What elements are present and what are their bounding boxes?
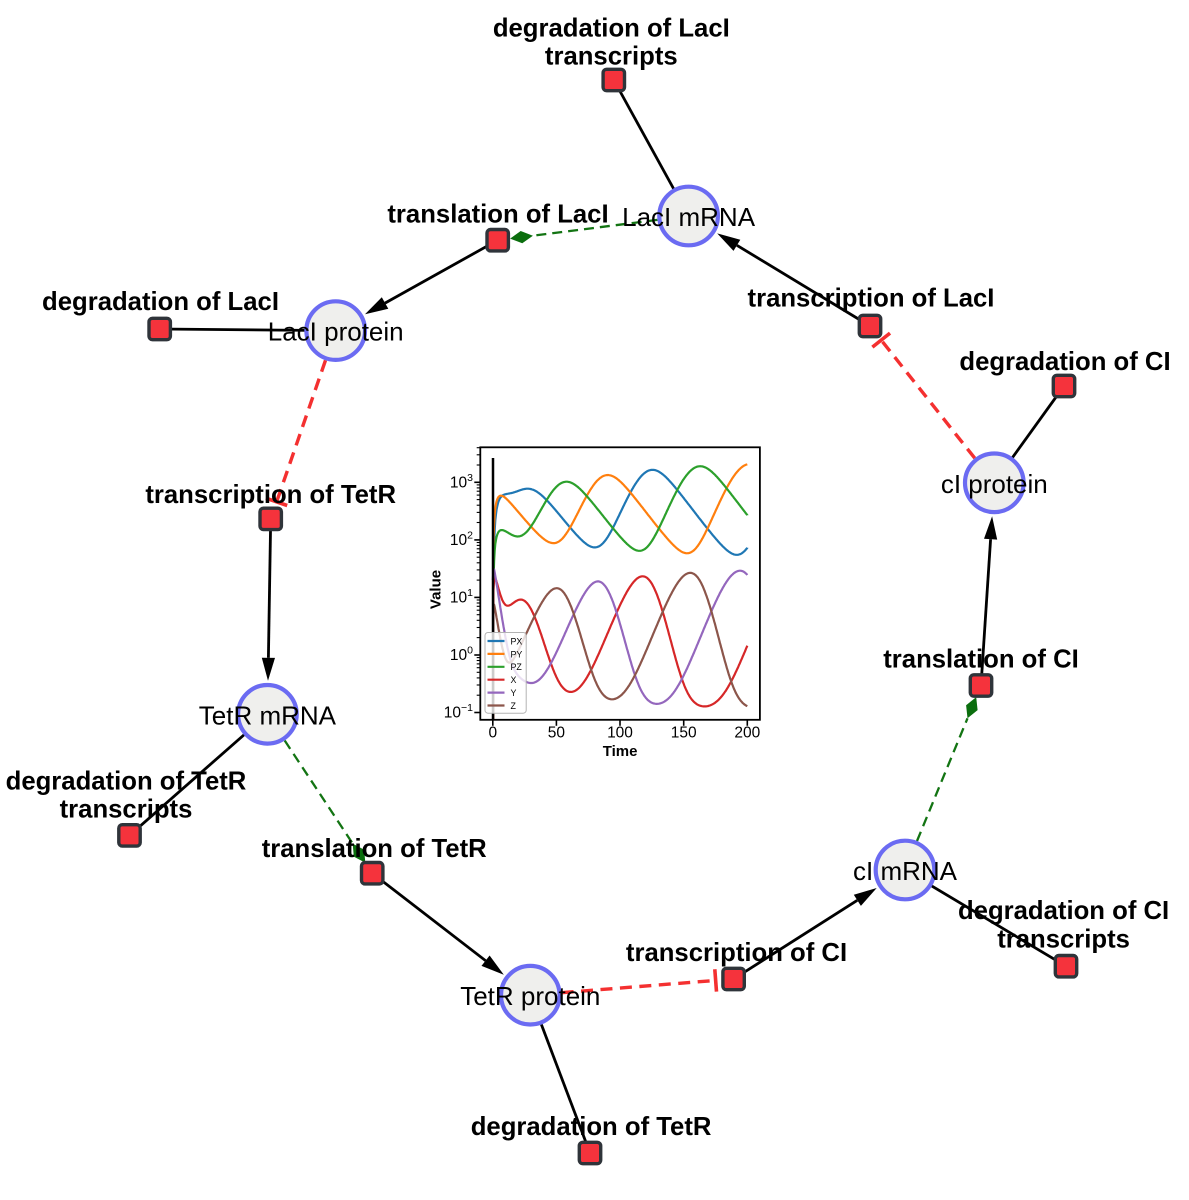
svg-text:transcripts: transcripts xyxy=(60,796,193,824)
svg-text:translation of CI: translation of CI xyxy=(883,645,1079,673)
svg-text:cI mRNA: cI mRNA xyxy=(853,856,958,886)
svg-text:PZ: PZ xyxy=(511,662,523,672)
svg-text:degradation of LacI: degradation of LacI xyxy=(42,288,279,316)
svg-text:transcripts: transcripts xyxy=(997,926,1130,954)
svg-text:X: X xyxy=(511,675,517,685)
svg-text:LacI protein: LacI protein xyxy=(268,317,404,347)
svg-text:TetR protein: TetR protein xyxy=(460,981,600,1011)
svg-text:PY: PY xyxy=(511,649,523,659)
svg-text:transcription of TetR: transcription of TetR xyxy=(145,481,396,509)
svg-text:degradation of CI: degradation of CI xyxy=(958,897,1169,925)
svg-text:150: 150 xyxy=(671,725,697,742)
svg-text:Y: Y xyxy=(511,688,517,698)
svg-text:transcripts: transcripts xyxy=(545,42,678,70)
svg-text:transcription of LacI: transcription of LacI xyxy=(748,285,995,313)
svg-text:0: 0 xyxy=(488,725,497,742)
svg-text:Time: Time xyxy=(603,743,638,760)
svg-text:Z: Z xyxy=(511,701,517,711)
svg-text:PX: PX xyxy=(511,636,523,646)
svg-text:transcription of CI: transcription of CI xyxy=(626,939,847,967)
svg-text:degradation of LacI: degradation of LacI xyxy=(493,14,730,42)
svg-text:degradation of TetR: degradation of TetR xyxy=(471,1113,712,1141)
svg-text:cI protein: cI protein xyxy=(941,469,1048,499)
svg-text:translation of LacI: translation of LacI xyxy=(387,201,608,229)
svg-text:translation of TetR: translation of TetR xyxy=(262,835,487,863)
svg-text:TetR mRNA: TetR mRNA xyxy=(199,700,337,730)
svg-text:degradation of CI: degradation of CI xyxy=(959,348,1170,376)
svg-text:200: 200 xyxy=(734,725,760,742)
svg-text:50: 50 xyxy=(548,725,566,742)
svg-text:degradation of TetR: degradation of TetR xyxy=(6,768,247,796)
svg-text:100: 100 xyxy=(607,725,633,742)
svg-text:LacI mRNA: LacI mRNA xyxy=(622,202,756,232)
svg-text:Value: Value xyxy=(428,570,445,609)
